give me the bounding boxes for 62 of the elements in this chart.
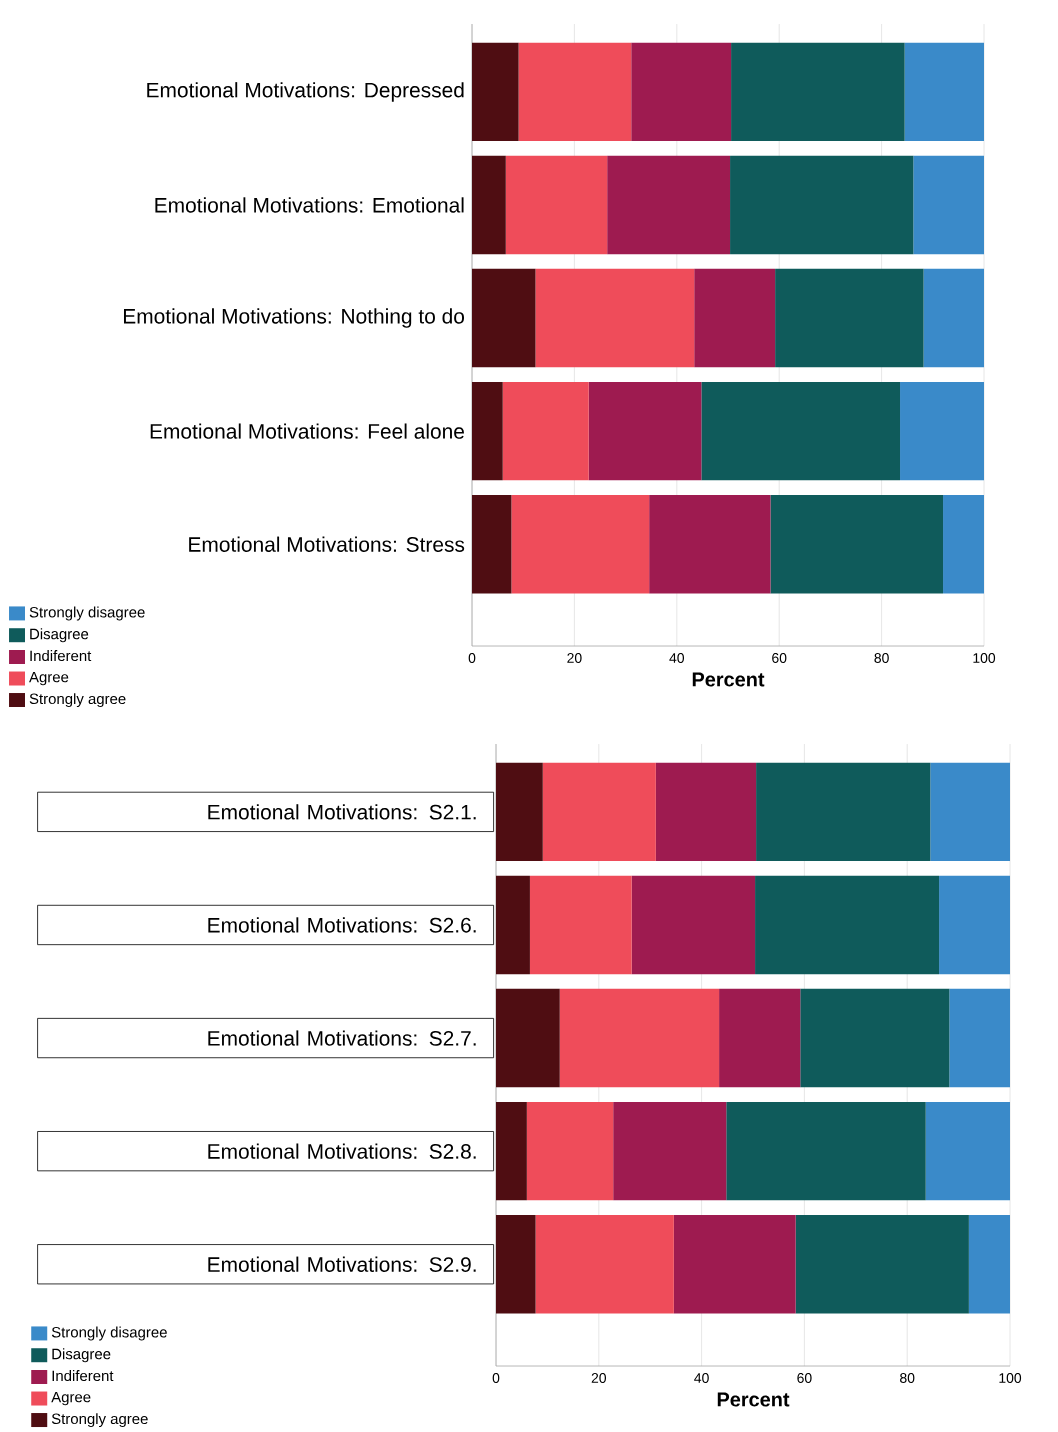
bar [542, 762, 656, 862]
bar [756, 762, 931, 862]
bar [800, 988, 950, 1088]
bar [496, 762, 543, 862]
bar [496, 1101, 527, 1201]
y-tick-label: Emotional Motivations: S2.1. [208, 804, 476, 820]
bar [701, 381, 901, 481]
bar [731, 42, 905, 142]
bar [631, 42, 732, 142]
bar [649, 495, 771, 594]
bar [535, 1215, 674, 1314]
bar [730, 155, 914, 255]
bar [904, 42, 985, 142]
y-tick-label: Emotional Motivations: Nothing to do [124, 308, 465, 328]
bar [472, 42, 519, 142]
bar [726, 1101, 926, 1201]
y-tick-label: Emotional Motivations: Stress [189, 536, 465, 552]
bar [943, 495, 985, 594]
bar [925, 1101, 1011, 1201]
bar [526, 1101, 614, 1201]
bar [559, 988, 720, 1088]
bar [770, 495, 944, 594]
bar [505, 155, 608, 255]
bar [939, 875, 1011, 975]
bar [511, 495, 650, 594]
bar [775, 268, 924, 368]
bar [496, 1215, 536, 1314]
y-tick-label: Emotional Motivations: S2.6. [208, 917, 476, 933]
bar [607, 155, 731, 255]
bar [949, 988, 1011, 1088]
bar [588, 381, 702, 481]
bar [613, 1101, 727, 1201]
bar [631, 875, 756, 975]
x-axis-title: Percent [717, 1392, 790, 1407]
bar [923, 268, 985, 368]
bar [472, 268, 536, 368]
y-tick-label: Emotional Motivations: Feel alone [150, 423, 464, 439]
y-tick-label: Emotional Motivations: Depressed [147, 82, 464, 102]
bar [968, 1215, 1011, 1314]
bar [472, 381, 503, 481]
bar [930, 762, 1011, 862]
bar [535, 268, 695, 368]
bar [502, 381, 589, 481]
bar [755, 875, 940, 975]
bar [673, 1215, 796, 1314]
bar [496, 875, 530, 975]
bar [472, 155, 506, 255]
bar [529, 875, 632, 975]
y-tick-label: Emotional Motivations: S2.9. [208, 1256, 476, 1272]
bar [655, 762, 757, 862]
bar [913, 155, 985, 255]
bar [472, 495, 512, 594]
bar [496, 988, 560, 1088]
bar [719, 988, 801, 1088]
bar [694, 268, 776, 368]
y-tick-label: Emotional Motivations: S2.8. [208, 1143, 476, 1159]
bar [518, 42, 632, 142]
bar [900, 381, 985, 481]
bar [795, 1215, 969, 1314]
y-tick-label: Emotional Motivations: Emotional [155, 197, 464, 213]
y-tick-label: Emotional Motivations: S2.7. [208, 1030, 476, 1046]
x-axis-title: Percent [692, 672, 765, 687]
